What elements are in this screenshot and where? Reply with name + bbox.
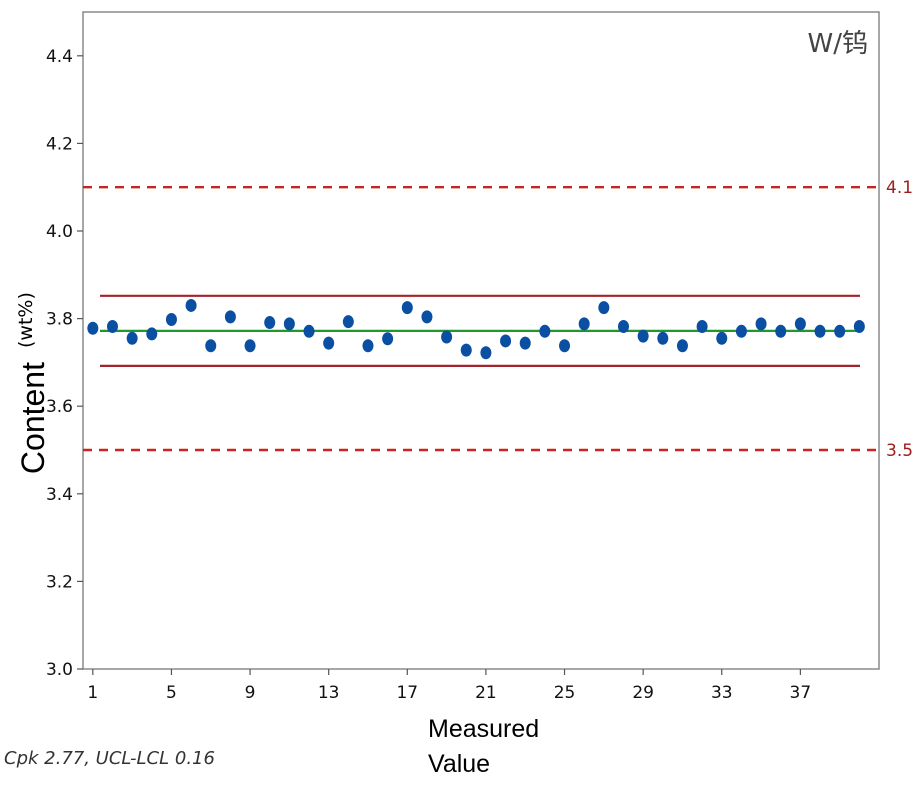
data-point (205, 339, 217, 353)
data-point (87, 321, 99, 335)
x-tick-label: 29 (632, 683, 654, 703)
data-point (716, 331, 728, 345)
plot-frame (82, 11, 880, 670)
data-point (303, 324, 315, 338)
data-point (441, 330, 453, 344)
y-tick-label: 4.4 (46, 47, 73, 67)
x-tick-label: 21 (475, 683, 497, 703)
lower-spec-label: 3.5 (886, 441, 913, 461)
data-point (146, 327, 158, 341)
data-point (323, 336, 335, 350)
data-point (814, 324, 826, 338)
y-tick-label: 3.6 (46, 397, 73, 417)
data-point (224, 310, 236, 324)
data-point (834, 324, 846, 338)
y-tick-label: 4.2 (46, 134, 73, 154)
data-point (617, 319, 629, 333)
data-point (539, 324, 551, 338)
x-tick-label: 33 (711, 683, 733, 703)
reference-lines (83, 185, 879, 452)
x-tick-label: 17 (396, 683, 418, 703)
data-point (106, 319, 118, 333)
data-point (382, 332, 394, 346)
x-tick-label: 1 (87, 683, 98, 703)
y-axis-label: Content (wt%) (15, 292, 51, 474)
data-point (362, 339, 374, 353)
data-point (401, 301, 413, 315)
y-tick-label: 3.2 (46, 572, 73, 592)
x-tick-label: 25 (554, 683, 576, 703)
data-point (165, 312, 177, 326)
data-point (244, 339, 256, 353)
y-tick-label: 3.0 (46, 660, 73, 680)
y-axis: 3.0 3.2 3.4 3.6 3.8 4.0 4.2 4.4 (46, 47, 83, 680)
data-point (755, 317, 767, 331)
data-point (676, 339, 688, 353)
x-tick-label: 9 (245, 683, 256, 703)
data-point (460, 343, 472, 357)
data-point (735, 324, 747, 338)
data-point (421, 310, 433, 324)
data-points (87, 298, 865, 360)
capability-annotation: Cpk 2.77, UCL-LCL 0.16 (4, 748, 215, 769)
data-point (598, 301, 610, 315)
x-axis-label-line2: Value (428, 750, 491, 778)
data-point (794, 317, 806, 331)
y-tick-label: 4.0 (46, 222, 73, 242)
data-point (775, 324, 787, 338)
x-axis: 1 5 9 13 17 21 25 29 33 37 (87, 669, 811, 703)
x-axis-label: Measured Value (428, 712, 539, 782)
data-point (853, 319, 865, 333)
data-point (126, 331, 138, 345)
data-point (696, 319, 708, 333)
y-axis-label-unit: (wt%) (15, 292, 37, 348)
x-tick-label: 13 (318, 683, 340, 703)
data-point (500, 334, 512, 348)
x-tick-label: 37 (790, 683, 812, 703)
data-point (342, 315, 354, 329)
upper-spec-label: 4.1 (886, 178, 913, 198)
y-tick-label: 3.8 (46, 310, 73, 330)
data-point (637, 329, 649, 343)
chart-title: W/钨 (808, 29, 868, 59)
data-point (578, 317, 590, 331)
y-axis-label-main: Content (15, 362, 51, 474)
data-point (519, 336, 531, 350)
data-point (185, 298, 197, 312)
y-tick-label: 3.4 (46, 485, 73, 505)
data-point (264, 316, 276, 330)
data-point (657, 331, 669, 345)
x-axis-label-line1: Measured (428, 715, 540, 743)
x-tick-label: 5 (166, 683, 177, 703)
data-point (283, 317, 295, 331)
data-point (559, 339, 571, 353)
data-point (480, 346, 492, 360)
